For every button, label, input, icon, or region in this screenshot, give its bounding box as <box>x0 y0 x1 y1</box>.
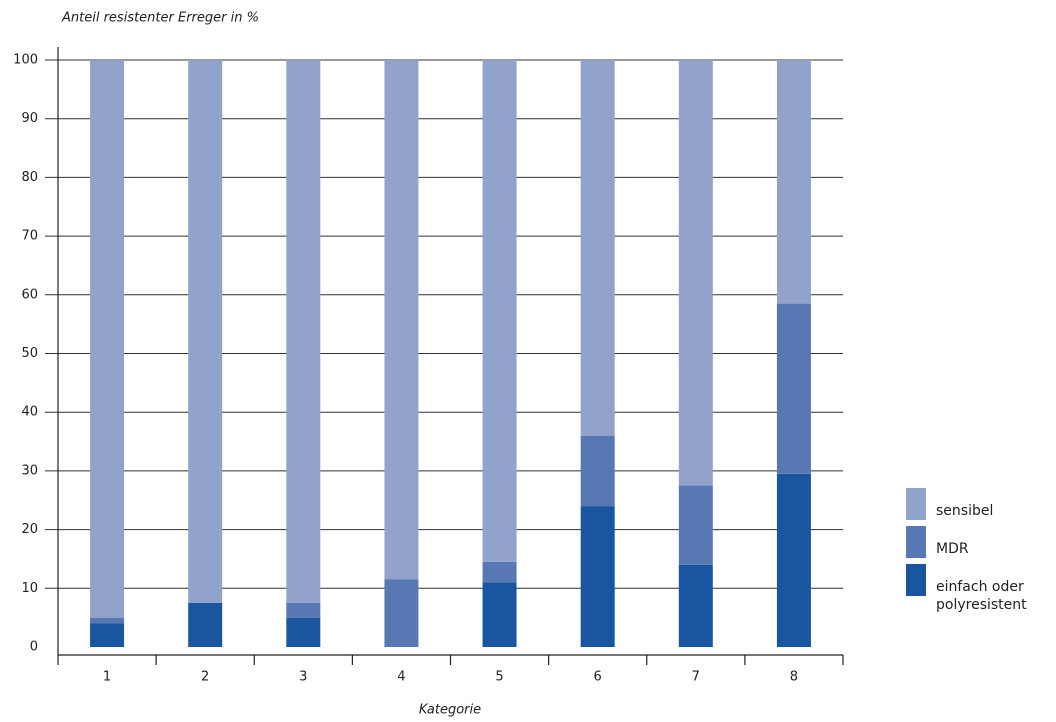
bar-segment <box>90 617 125 624</box>
y-tick-label: 90 <box>21 111 38 126</box>
y-tick-label: 10 <box>21 581 38 596</box>
x-tick-label: 8 <box>790 670 798 685</box>
bar-segment <box>580 60 615 436</box>
bar-segment <box>678 564 713 647</box>
bar-segment <box>90 60 125 618</box>
bar-segment <box>482 60 517 562</box>
legend-label: MDR <box>936 541 969 557</box>
bar-segment <box>384 60 419 580</box>
legend-item: MDR <box>906 526 1056 558</box>
chart-title: Anteil resistenter Erreger in % <box>61 11 259 26</box>
x-axis-label: Kategorie <box>419 703 481 718</box>
x-tick-label: 5 <box>495 670 503 685</box>
y-tick-label: 40 <box>21 405 38 420</box>
x-tick-label: 7 <box>692 670 700 685</box>
x-tick-label: 6 <box>594 670 602 685</box>
legend-item: sensibel <box>906 488 1056 520</box>
bar-segment <box>286 602 321 618</box>
bar-segment <box>776 303 811 474</box>
y-tick-label: 30 <box>21 463 38 478</box>
bar-segment <box>580 506 615 647</box>
x-tick-label: 4 <box>397 670 405 685</box>
y-tick-label: 20 <box>21 522 38 537</box>
bar-segment <box>90 623 125 647</box>
y-tick-label: 60 <box>21 287 38 302</box>
x-tick-label: 1 <box>103 670 111 685</box>
bar-segment <box>678 485 713 565</box>
x-tick-label: 2 <box>201 670 209 685</box>
legend-label: einfach oder polyresistent <box>936 579 1027 613</box>
bar-segment <box>384 579 419 647</box>
y-tick-label: 100 <box>13 53 38 68</box>
legend-swatch <box>906 526 926 558</box>
bar-segment <box>678 60 713 486</box>
bar-segment <box>286 617 321 647</box>
legend-swatch <box>906 564 926 596</box>
bar-segment <box>776 60 811 304</box>
bar-segment <box>580 435 615 507</box>
legend-item: einfach oder polyresistent <box>906 564 1056 614</box>
legend-label: sensibel <box>936 503 994 519</box>
y-tick-label: 70 <box>21 229 38 244</box>
y-tick-label: 50 <box>21 346 38 361</box>
bar-segment <box>188 60 223 603</box>
legend: sensibel MDR einfach oder polyresistent <box>906 488 1056 620</box>
x-tick-label: 3 <box>299 670 307 685</box>
bar-segment <box>188 602 223 647</box>
y-tick-label: 0 <box>30 640 38 655</box>
y-tick-label: 80 <box>21 170 38 185</box>
bar-segment <box>776 473 811 647</box>
bar-segment <box>482 582 517 647</box>
bar-segment <box>482 561 517 583</box>
bar-segment <box>286 60 321 603</box>
legend-swatch <box>906 488 926 520</box>
